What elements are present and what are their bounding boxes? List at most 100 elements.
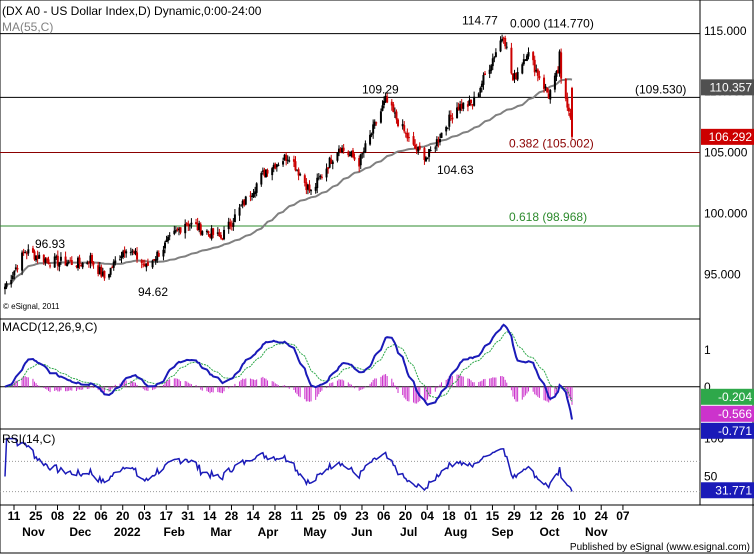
x-day-label: 25 bbox=[29, 509, 43, 523]
candle-body bbox=[221, 238, 224, 240]
candle-body bbox=[445, 127, 448, 132]
candle-body bbox=[277, 164, 280, 166]
candle-body bbox=[372, 124, 375, 134]
candle-body bbox=[448, 114, 451, 127]
candle-body bbox=[479, 88, 482, 93]
candle-body bbox=[459, 104, 462, 111]
candle-body bbox=[58, 262, 61, 267]
rsi-line bbox=[4, 437, 573, 492]
candle-body bbox=[100, 266, 103, 277]
x-day-label: 12 bbox=[529, 509, 543, 523]
candle-body bbox=[428, 149, 431, 157]
x-day-label: 07 bbox=[616, 509, 630, 523]
candle-body bbox=[510, 47, 513, 74]
candle-body bbox=[524, 59, 527, 61]
candle-body bbox=[143, 264, 146, 267]
candle-body bbox=[434, 147, 437, 149]
candle-body bbox=[151, 260, 154, 268]
candle-body bbox=[49, 265, 52, 267]
candle-body bbox=[11, 275, 14, 280]
candle-body bbox=[532, 52, 535, 61]
candle-body bbox=[501, 38, 504, 41]
candle-body bbox=[13, 270, 16, 276]
candle-body bbox=[569, 112, 572, 118]
candle-body bbox=[196, 223, 199, 231]
candle-body bbox=[471, 104, 474, 106]
candle-body bbox=[173, 230, 176, 234]
candle-body bbox=[207, 231, 210, 233]
candle-body bbox=[477, 93, 480, 98]
candle-body bbox=[66, 263, 69, 267]
copyright-label: © eSignal, 2011 bbox=[3, 302, 60, 311]
candle-body bbox=[120, 256, 123, 258]
candle-body bbox=[386, 96, 389, 103]
candle-body bbox=[156, 251, 159, 261]
x-month-label: Nov bbox=[22, 525, 45, 539]
candle-body bbox=[4, 286, 6, 290]
x-day-label: 01 bbox=[464, 509, 478, 523]
candle-body bbox=[538, 75, 541, 79]
candle-body bbox=[140, 260, 143, 263]
candle-body bbox=[306, 184, 309, 190]
candle-body bbox=[412, 136, 415, 145]
candle-body bbox=[299, 174, 302, 176]
x-month-label: Nov bbox=[585, 525, 608, 539]
candle-body bbox=[414, 144, 417, 149]
price-annotation: (109.530) bbox=[635, 82, 686, 96]
candle-body bbox=[81, 262, 84, 268]
candle-body bbox=[218, 232, 221, 237]
price-tick-label: 105.000 bbox=[704, 146, 748, 160]
candle-body bbox=[327, 167, 330, 170]
rsi-tick-label: 50 bbox=[704, 469, 718, 483]
candle-body bbox=[31, 248, 34, 253]
candle-body bbox=[238, 207, 241, 216]
candle-body bbox=[146, 262, 149, 266]
candle-body bbox=[403, 125, 406, 132]
candle-body bbox=[525, 55, 528, 61]
x-day-label: 06 bbox=[94, 509, 108, 523]
candle-body bbox=[209, 233, 212, 238]
candle-body bbox=[272, 164, 275, 169]
candle-body bbox=[22, 251, 25, 253]
candle-body bbox=[379, 111, 382, 123]
candle-body bbox=[134, 250, 137, 254]
candle-body bbox=[401, 124, 404, 127]
candle-body bbox=[328, 157, 331, 168]
x-day-label: 31 bbox=[181, 509, 195, 523]
candle-body bbox=[314, 186, 317, 191]
candle-body bbox=[33, 251, 36, 260]
candle-body bbox=[229, 222, 232, 227]
candle-body bbox=[165, 239, 168, 243]
candle-body bbox=[184, 223, 187, 234]
candle-body bbox=[38, 254, 41, 259]
candle-body bbox=[112, 261, 115, 268]
candle-body bbox=[103, 270, 106, 279]
candle-body bbox=[491, 58, 494, 67]
candle-body bbox=[384, 95, 387, 103]
price-tick-label: 115.000 bbox=[704, 24, 747, 38]
candle-body bbox=[283, 154, 286, 160]
candle-body bbox=[27, 249, 30, 254]
candle-body bbox=[564, 78, 567, 99]
x-day-label: 23 bbox=[355, 509, 369, 523]
candle-body bbox=[55, 256, 58, 258]
candle-body bbox=[505, 46, 508, 48]
candle-body bbox=[383, 100, 386, 106]
candle-body bbox=[502, 37, 505, 39]
candle-body bbox=[325, 168, 328, 178]
candle-body bbox=[44, 258, 47, 263]
candle-body bbox=[473, 96, 476, 106]
candle-body bbox=[330, 159, 333, 164]
candle-body bbox=[449, 115, 452, 117]
candle-body bbox=[488, 69, 491, 74]
candle-body bbox=[484, 73, 487, 76]
candle-body bbox=[199, 224, 202, 235]
x-day-label: 29 bbox=[508, 509, 522, 523]
candle-body bbox=[390, 101, 393, 106]
candle-body bbox=[296, 169, 299, 171]
candle-body bbox=[305, 182, 308, 191]
candle-body bbox=[232, 222, 235, 227]
candle-body bbox=[395, 111, 398, 120]
candle-body bbox=[535, 69, 538, 72]
